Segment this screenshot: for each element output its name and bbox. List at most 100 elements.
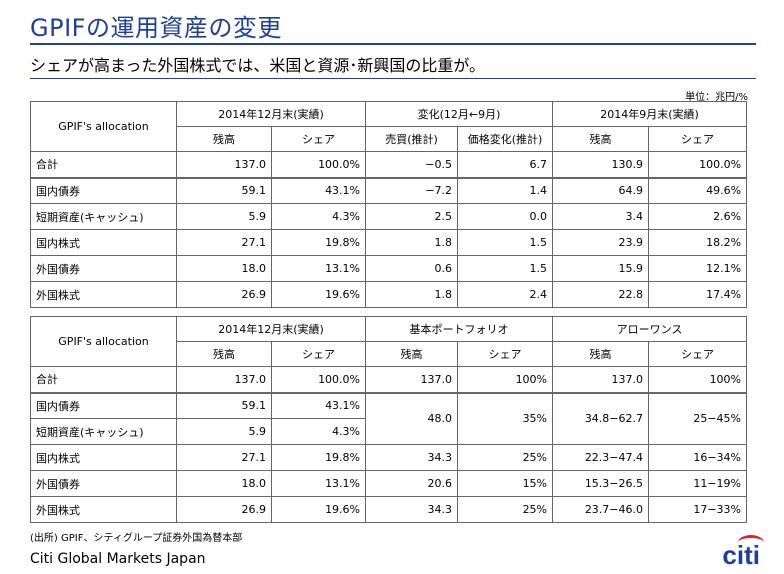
row-label: 外国株式 [30,281,177,308]
cell-value: 43.1% [270,177,367,204]
cell-value: 17−33% [648,496,748,523]
table-row: 国内株式 27.1 19.8% 34.3 25% 22.3−47.4 16−34% [30,444,748,471]
table-row: 外国債券 18.0 13.1% 0.6 1.5 15.9 12.1% [30,255,748,282]
table1-subheader: シェア [648,126,748,152]
cell-value: 4.3% [270,418,367,445]
table1-group-header-change: 変化(12月←9月) [365,101,554,127]
cell-value: 25% [457,496,554,523]
page-title: GPIFの運用資産の変更 [30,14,282,42]
cell-value: 13.1% [270,255,367,282]
cell-value: 100% [648,366,748,394]
table-row: 国内債券 59.1 43.1% −7.2 1.4 64.9 49.6% [30,177,748,204]
table1-subheader: 残高 [176,126,272,152]
table1-corner-header: GPIF's allocation [30,101,177,152]
cell-value: 1.8 [365,229,459,256]
table2-subheader: 残高 [176,341,272,367]
cell-value: 100.0% [648,151,748,179]
row-label: 外国債券 [30,255,177,282]
cell-value: 137.0 [176,366,272,394]
row-label: 国内株式 [30,229,177,256]
cell-value: 1.8 [365,281,459,308]
row-label: 合計 [30,151,177,179]
cell-value: 23.7−46.0 [552,496,650,523]
cell-value: 25% [457,444,554,471]
table1-subheader: 売買(推計) [365,126,459,152]
cell-value: 59.1 [176,392,272,419]
cell-value: 26.9 [176,496,272,523]
cell-value: 26.9 [176,281,272,308]
footer-company: Citi Global Markets Japan [30,551,206,567]
cell-value: −0.5 [365,151,459,179]
table2-subheader: シェア [457,341,554,367]
cell-value: 19.8% [270,444,367,471]
allocation-target-table: GPIF's allocation 2014年12月末(実績) 基本ポートフォリ… [30,316,748,523]
cell-value: 19.6% [270,496,367,523]
cell-value: 2.4 [457,281,554,308]
cell-value: 15.9 [552,255,650,282]
table-row: 国内債券 59.1 43.1% 48.0 35% 34.8−62.7 25−45… [30,392,748,445]
cell-value: 19.8% [270,229,367,256]
cell-value: 22.8 [552,281,650,308]
citi-logo-arc [738,535,764,550]
table1-group-header-dec: 2014年12月末(実績) [175,101,367,127]
table2-subheader: 残高 [552,341,650,367]
row-label: 短期資産(キャッシュ) [30,203,177,230]
table1-subheader: 価格変化(推計) [457,126,554,152]
citi-logo: citi [722,540,760,570]
row-label: 国内株式 [30,444,177,471]
table-row: 短期資産(キャッシュ) 5.9 4.3% 2.5 0.0 3.4 2.6% [30,203,748,230]
cell-value: 59.1 [176,177,272,204]
cell-value: 6.7 [457,151,554,179]
page-subtitle: シェアが高まった外国株式では、米国と資源･新興国の比重が。 [30,56,486,75]
cell-value: 15% [457,470,554,497]
cell-value: 3.4 [552,203,650,230]
cell-value: 1.5 [457,229,554,256]
cell-value: 16−34% [648,444,748,471]
cell-value: 2.5 [365,203,459,230]
table2-subheader: シェア [270,341,367,367]
row-label: 国内債券 [30,177,177,204]
table-row: 合計 137.0 100.0% −0.5 6.7 130.9 100.0% [30,151,748,179]
cell-value: 23.9 [552,229,650,256]
cell-value: 12.1% [648,255,748,282]
table-row: 外国債券 18.0 13.1% 20.6 15% 15.3−26.5 11−19% [30,470,748,497]
table-row: 外国株式 26.9 19.6% 34.3 25% 23.7−46.0 17−33% [30,496,748,523]
cell-value: 130.9 [552,151,650,179]
subtitle-divider [30,78,756,79]
allocation-change-table: GPIF's allocation 2014年12月末(実績) 変化(12月←9… [30,101,748,308]
row-label: 国内債券 [30,392,177,419]
cell-value: 17.4% [648,281,748,308]
cell-value: 18.0 [176,255,272,282]
table2-corner-header: GPIF's allocation [30,316,177,367]
table-row: 短期資産(キャッシュ) 5.9 4.3% [30,418,747,445]
table-row: 合計 137.0 100.0% 137.0 100% 137.0 100% [30,366,748,394]
cell-value: 27.1 [176,229,272,256]
cell-value: 0.6 [365,255,459,282]
cell-value: 1.5 [457,255,554,282]
table2-group-header-policy: 基本ポートフォリオ [365,316,554,342]
cell-value: 100.0% [270,151,367,179]
row-label: 外国債券 [30,470,177,497]
row-label: 外国株式 [30,496,177,523]
table-row: 国内株式 27.1 19.8% 1.8 1.5 23.9 18.2% [30,229,748,256]
table2-subheader: シェア [648,341,748,367]
cell-value: 15.3−26.5 [552,470,650,497]
cell-value: 4.3% [270,203,367,230]
source-note: (出所) GPIF、シティグループ証券外国為替本部 [30,533,243,544]
cell-value: 5.9 [176,203,272,230]
table2-group-header-allowance: アローワンス [552,316,748,342]
cell-value: 1.4 [457,177,554,204]
cell-value: 34.3 [365,496,459,523]
table1-subheader: 残高 [552,126,650,152]
unit-label: 単位：兆円/% [685,92,748,103]
cell-value: 2.6% [648,203,748,230]
title-divider [30,43,756,45]
cell-value-merged: 35% [457,392,554,445]
row-label: 合計 [30,366,177,394]
cell-value: 100.0% [270,366,367,394]
table1-group-header-sep: 2014年9月末(実績) [552,101,748,127]
cell-value: 34.3 [365,444,459,471]
table1-subheader: シェア [270,126,367,152]
cell-value: −7.2 [365,177,459,204]
cell-value: 22.3−47.4 [552,444,650,471]
